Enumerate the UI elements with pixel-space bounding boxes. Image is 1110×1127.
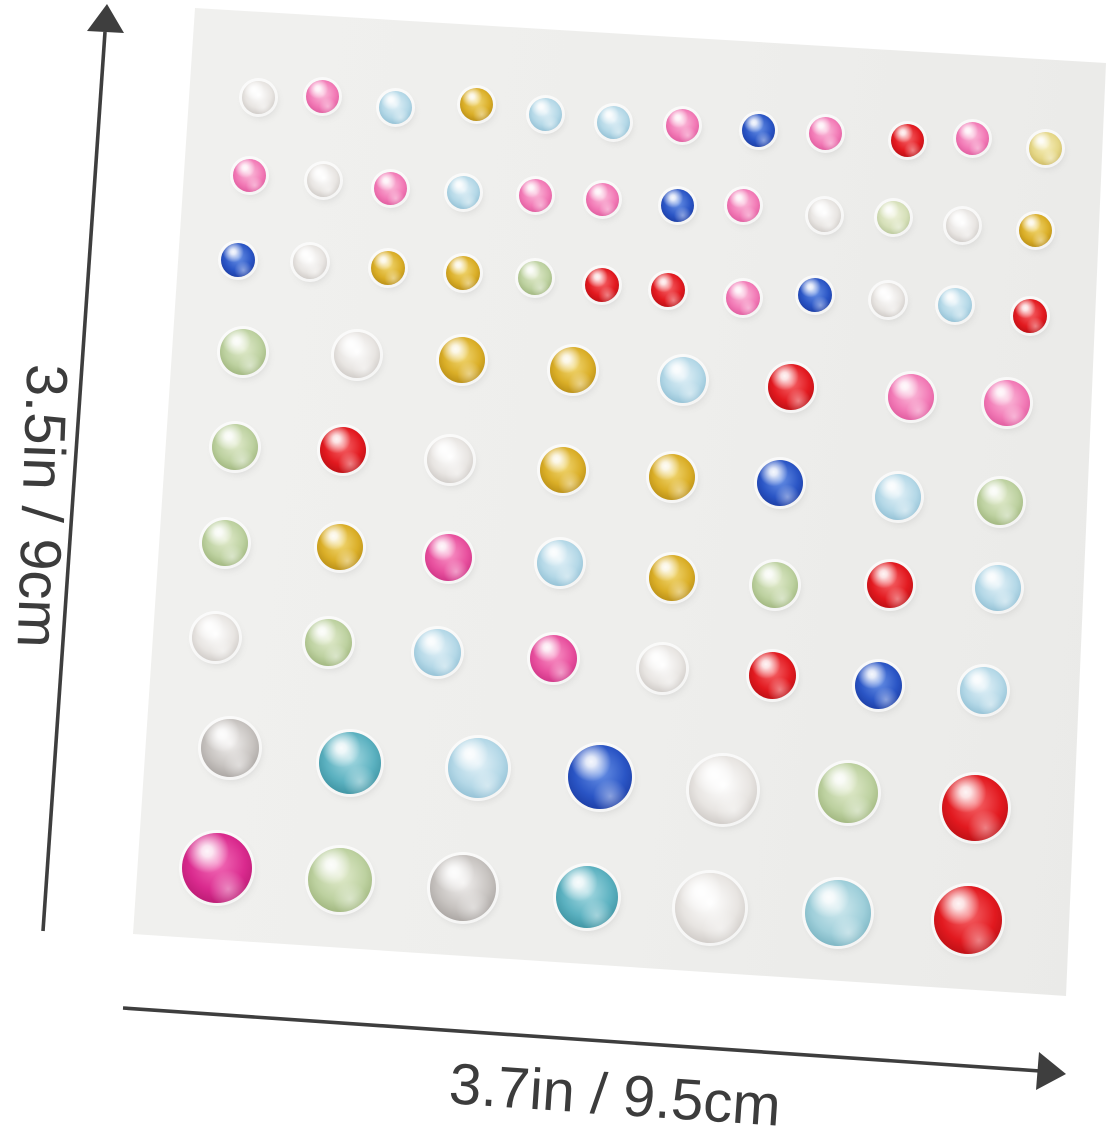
pearl-yellow: [649, 454, 695, 500]
pearl-pink: [955, 121, 989, 155]
height-dimension-label: 3.5in / 9cm: [4, 363, 80, 649]
pearl-green: [977, 479, 1023, 525]
pearl-teal: [556, 866, 618, 928]
pearl-red: [942, 775, 1008, 841]
pearl-white: [427, 437, 473, 483]
pearl-white: [241, 80, 275, 114]
pearl-red: [890, 123, 924, 157]
pearl-pink: [726, 281, 760, 315]
pearl-green: [818, 763, 878, 823]
pearl-green: [304, 618, 352, 666]
pearl-pink: [984, 380, 1030, 426]
pearl-aqua: [805, 880, 871, 946]
pearl-lightblue: [975, 565, 1021, 611]
pearl-pink: [665, 108, 699, 142]
pearl-red: [1013, 299, 1047, 333]
pearl-pink: [305, 79, 339, 113]
pearl-lightblue: [537, 540, 583, 586]
pearl-red: [651, 273, 685, 307]
horizontal-arrow-line: [122, 1006, 1041, 1073]
pearl-blue: [221, 243, 255, 277]
pearl-yellow: [649, 555, 695, 601]
pearl-white: [675, 873, 745, 943]
pearl-white: [293, 245, 327, 279]
pearl-yellow: [371, 251, 405, 285]
pearl-green: [308, 848, 372, 912]
pearl-white: [689, 756, 757, 824]
pearl-lightblue: [596, 105, 630, 139]
pearl-white: [334, 332, 380, 378]
pearl-yellow: [550, 347, 596, 393]
pearl-palegreen: [876, 200, 910, 234]
pearl-pink: [518, 178, 552, 212]
pearl-red: [768, 364, 814, 410]
pearl-white: [638, 644, 686, 692]
pearl-pink: [888, 374, 934, 420]
pearl-pink: [726, 188, 760, 222]
pearl-yellow: [459, 87, 493, 121]
pearl-magenta: [182, 833, 252, 903]
pearl-lightblue: [446, 175, 480, 209]
vertical-dimension-arrow: [41, 4, 124, 932]
pearl-hotpink: [424, 533, 472, 581]
pearl-green: [202, 520, 248, 566]
pearl-lightblue: [528, 97, 562, 131]
pearl-lightblue: [448, 738, 508, 798]
pearl-lightblue: [938, 288, 972, 322]
pearl-blue: [854, 661, 902, 709]
pearl-pink: [232, 158, 266, 192]
pearl-green: [212, 424, 258, 470]
pearl-white: [306, 163, 340, 197]
pearl-blue: [798, 278, 832, 312]
pearl-yellow: [446, 256, 480, 290]
pearl-white: [945, 208, 979, 242]
pearl-pink: [373, 171, 407, 205]
pearl-green: [220, 329, 266, 375]
pearl-silver: [201, 719, 259, 777]
pearl-pink: [585, 182, 619, 216]
pearl-lightblue: [413, 628, 461, 676]
pearl-yellow: [540, 447, 586, 493]
pearl-hotpink: [529, 634, 577, 682]
vertical-arrow-line: [41, 31, 107, 932]
pearl-teal: [319, 732, 381, 794]
pearl-red: [934, 886, 1002, 954]
pearl-pink: [808, 116, 842, 150]
pearl-lightblue: [875, 474, 921, 520]
pearl-lightblue: [378, 90, 412, 124]
pearl-yellow: [1018, 213, 1052, 247]
pearl-white: [191, 613, 239, 661]
pearl-blue: [660, 188, 694, 222]
pearl-green: [752, 562, 798, 608]
arrow-up-icon: [87, 4, 124, 33]
pearl-white: [807, 198, 841, 232]
pearl-yellow: [317, 524, 363, 570]
pearl-red: [748, 651, 796, 699]
pearl-lightblue: [660, 357, 706, 403]
horizontal-dimension-arrow: [122, 1006, 1066, 1090]
pearl-green: [518, 261, 552, 295]
pearl-red: [320, 427, 366, 473]
pearl-white: [871, 283, 905, 317]
pearl-blue: [741, 113, 775, 147]
pearl-paleyellow: [1028, 131, 1062, 165]
arrow-right-icon: [1036, 1052, 1066, 1090]
pearl-red: [585, 268, 619, 302]
pearl-yellow: [439, 337, 485, 383]
pearl-red: [867, 562, 913, 608]
pearl-lightblue: [959, 666, 1007, 714]
pearl-blue: [568, 745, 632, 809]
pearl-silver: [430, 855, 496, 921]
pearl-blue: [757, 460, 803, 506]
